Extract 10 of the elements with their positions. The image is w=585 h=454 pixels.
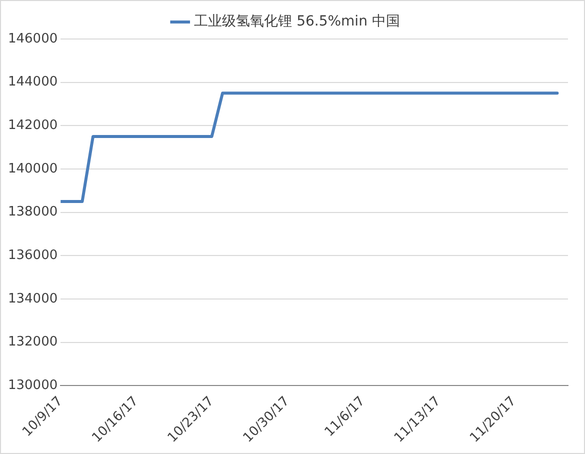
y-tick-label: 130000 bbox=[8, 378, 58, 394]
y-tick-label: 138000 bbox=[8, 204, 58, 220]
y-tick-label: 146000 bbox=[8, 31, 58, 46]
y-tick-label: 134000 bbox=[8, 291, 58, 306]
y-tick-label: 132000 bbox=[8, 334, 58, 350]
y-tick-label: 140000 bbox=[8, 161, 58, 176]
y-tick-label: 144000 bbox=[8, 74, 58, 90]
legend-label: 工业级氢氧化锂 56.5%min 中国 bbox=[194, 14, 400, 30]
y-tick-label: 142000 bbox=[8, 118, 58, 134]
y-tick-label: 136000 bbox=[8, 248, 58, 264]
